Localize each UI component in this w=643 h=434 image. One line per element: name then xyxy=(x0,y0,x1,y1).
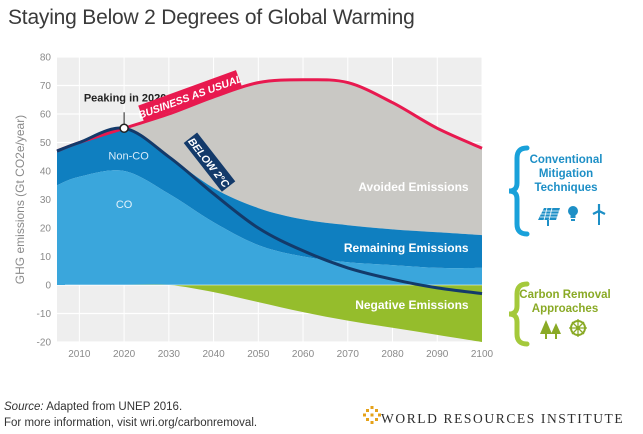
negative-emissions-label: Negative Emissions xyxy=(355,298,469,312)
footer: Source: Adapted from UNEP 2016. For more… xyxy=(4,399,257,431)
y-axis-title: GHG emissions (Gt CO2e/year) xyxy=(13,115,27,284)
y-tick-label: 80 xyxy=(40,53,52,64)
x-tick-label: 2030 xyxy=(158,349,181,360)
removal-bracket xyxy=(508,281,530,347)
source-text: Adapted from UNEP 2016. xyxy=(43,401,183,413)
light-bulb-icon xyxy=(568,206,578,221)
carbon-capture-icon xyxy=(569,319,587,337)
y-tick-label: 30 xyxy=(40,195,52,206)
peak-label: Peaking in 2020 xyxy=(84,92,167,104)
avoided-emissions-area xyxy=(57,79,482,236)
organization-name: WORLD RESOURCES INSTITUTE xyxy=(381,411,625,426)
y-tick-label: -20 xyxy=(37,338,52,349)
x-tick-label: 2100 xyxy=(471,349,494,360)
avoided-emissions-label: Avoided Emissions xyxy=(358,180,469,194)
y-tick-label: 60 xyxy=(40,110,52,121)
x-tick-label: 2090 xyxy=(426,349,449,360)
y-tick-label: 70 xyxy=(40,81,52,92)
more-info-line: For more information, visit wri.org/carb… xyxy=(4,417,258,429)
co2-area xyxy=(57,170,482,285)
remaining-emissions-label: Remaining Emissions xyxy=(344,241,469,255)
conventional-label: Conventional xyxy=(530,154,603,166)
wind-turbine-icon xyxy=(592,204,606,225)
solar-panel-icon xyxy=(538,207,560,226)
y-tick-label: 0 xyxy=(45,281,51,292)
x-tick-label: 2050 xyxy=(247,349,270,360)
y-tick-label: 50 xyxy=(40,138,52,149)
y-tick-label: 20 xyxy=(40,224,52,235)
source-line: Source: Adapted from UNEP 2016. xyxy=(4,399,257,415)
wri-logo-icon xyxy=(363,406,381,424)
y-tick-label: -10 xyxy=(37,309,52,320)
conventional-bracket xyxy=(508,145,530,237)
x-tick-label: 2060 xyxy=(292,349,315,360)
x-tick-label: 2080 xyxy=(381,349,404,360)
business-as-usual-line xyxy=(56,78,483,153)
below-2c-line xyxy=(56,126,483,296)
non-co2-label: Non-CO xyxy=(108,151,149,163)
non-co2-area xyxy=(57,128,482,269)
conventional-label: Mitigation xyxy=(539,168,593,180)
trees-icon xyxy=(540,320,561,339)
peak-marker xyxy=(119,123,129,133)
removal-label: Carbon Removal xyxy=(519,289,610,301)
x-tick-label: 2070 xyxy=(337,349,360,360)
below-2c-label-box xyxy=(183,132,236,192)
negative-emissions-area xyxy=(57,284,482,342)
x-tick-label: 2040 xyxy=(202,349,225,360)
y-tick-label: 10 xyxy=(40,252,52,263)
x-tick-label: 2020 xyxy=(113,349,136,360)
x-tick-label: 2010 xyxy=(68,349,91,360)
conventional-label: Techniques xyxy=(534,182,597,194)
bau-label-box xyxy=(138,70,242,122)
chart-title: Staying Below 2 Degrees of Global Warmin… xyxy=(8,6,415,29)
y-tick-label: 40 xyxy=(40,167,52,178)
co2-label: CO xyxy=(116,199,133,211)
source-label: Source: xyxy=(4,401,44,413)
removal-label: Approaches xyxy=(532,303,598,315)
